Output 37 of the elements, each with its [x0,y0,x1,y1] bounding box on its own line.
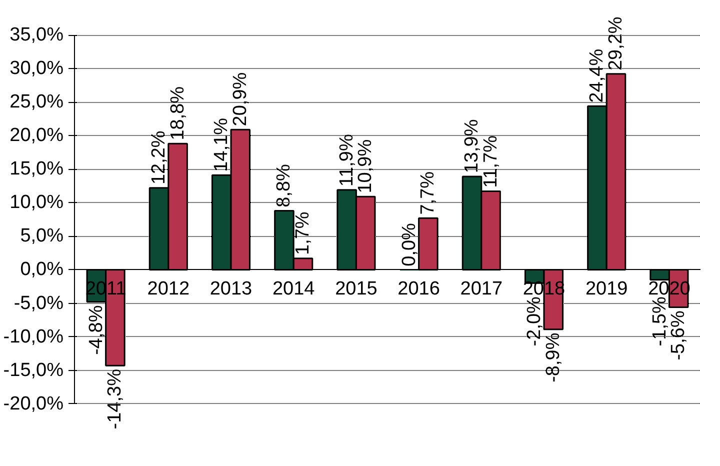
y-tick-label: -10,0% [3,326,64,348]
x-tick-label: 2019 [585,278,628,300]
data-label: 11,9% [336,134,358,187]
data-label: 18,8% [167,86,188,140]
y-tick-label: 5,0% [20,226,64,247]
data-label: 10,9% [355,139,376,194]
data-label: 7,7% [418,171,439,215]
y-tick-label: 25,0% [10,92,64,113]
x-tick-label: 2012 [147,278,190,300]
data-label: -8,9% [542,332,564,382]
x-tick-label: 2017 [460,278,503,300]
data-label: -14,3% [104,368,126,430]
data-label: 8,8% [274,164,295,208]
data-label: 12,2% [148,130,170,185]
data-label: 20,9% [230,72,251,126]
x-tick-label: 2016 [398,278,440,300]
y-tick-label: -5,0% [14,292,64,314]
data-label: 13,9% [462,119,483,174]
y-tick-label: -15,0% [3,360,64,381]
y-tick-label: 30,0% [10,58,64,80]
y-tick-label: 35,0% [10,24,64,46]
data-label: -4,8% [86,305,107,355]
data-label: 11,7% [480,135,502,188]
x-tick-label: 2014 [272,278,316,300]
y-tick-label: 10,0% [10,192,64,214]
x-tick-label: 2015 [335,278,378,300]
data-label: 29,2% [605,16,626,71]
y-tick-label: 0,0% [20,259,64,280]
data-label: 1,7% [292,212,314,255]
data-label: 24,4% [586,48,608,103]
y-tick-label: 20,0% [10,125,64,146]
data-label: 14,1% [211,118,232,172]
data-label: 0,0% [398,222,420,266]
y-tick-label: 15,0% [10,158,64,180]
data-label: -5,6% [668,310,690,360]
x-tick-label: 2013 [210,278,252,300]
y-tick-label: -20,0% [3,393,64,414]
